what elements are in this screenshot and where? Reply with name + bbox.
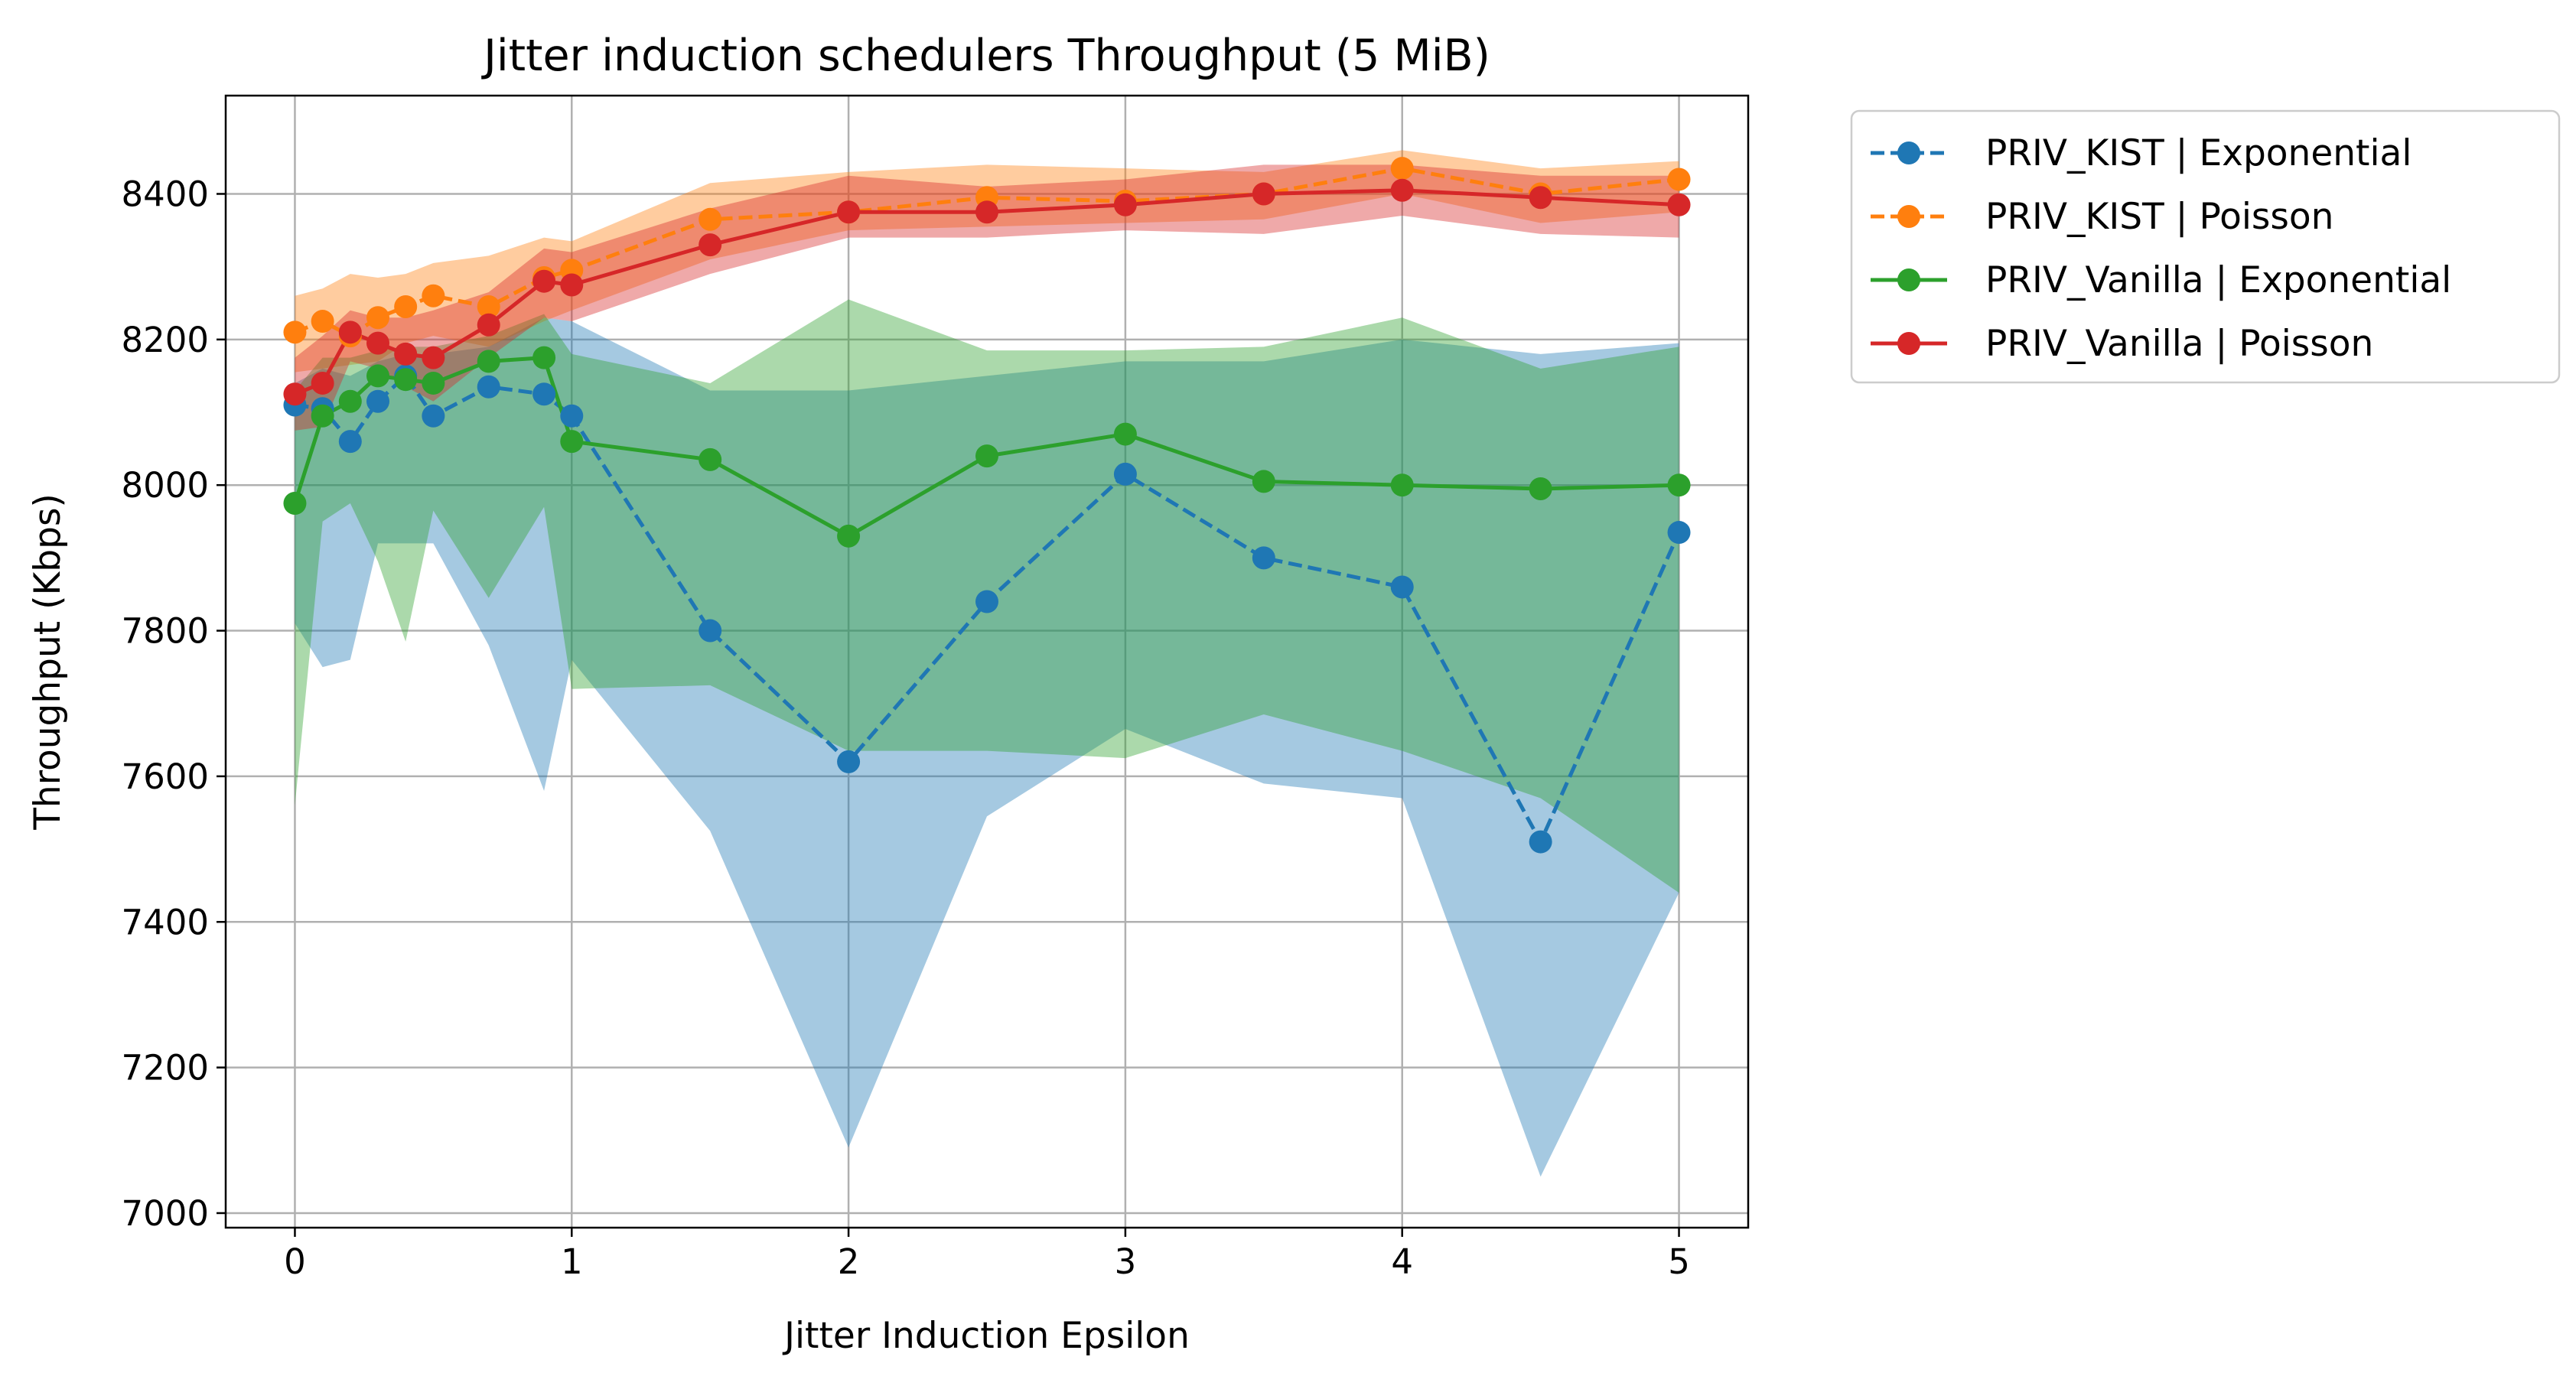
y-axis-label: Throughput (Kbps) <box>27 493 69 831</box>
x-axis-label: Jitter Induction Epsilon <box>782 1315 1190 1357</box>
priv-vanilla-exponential-point <box>283 491 307 515</box>
y-tick-label: 8400 <box>121 174 209 214</box>
priv-kist-exponential-point <box>1113 462 1137 486</box>
legend-label-priv-kist-poisson: PRIV_KIST | Poisson <box>1985 196 2333 238</box>
priv-kist-poisson-point <box>477 295 500 319</box>
priv-vanilla-exponential-point <box>837 524 861 548</box>
priv-vanilla-exponential-point <box>1252 470 1275 493</box>
priv-kist-exponential-point <box>532 382 556 406</box>
priv-vanilla-poisson-band <box>295 164 1679 431</box>
x-tick-label: 1 <box>561 1241 583 1282</box>
legend: PRIV_KIST | Exponential PRIV_KIST | Poiss… <box>1850 109 2561 384</box>
y-tick-label: 7200 <box>121 1048 209 1088</box>
priv-vanilla-exponential-point <box>338 389 362 413</box>
priv-vanilla-exponential-point <box>1390 473 1414 497</box>
priv-vanilla-poisson-point <box>837 200 861 224</box>
priv-kist-poisson-point <box>311 310 334 333</box>
priv-vanilla-poisson-point <box>1390 178 1414 202</box>
legend-label-priv-vanilla-exponential: PRIV_Vanilla | Exponential <box>1985 259 2451 301</box>
priv-kist-poisson-band <box>295 150 1679 373</box>
priv-vanilla-poisson-point <box>477 313 500 337</box>
priv-kist-exponential-point <box>975 590 998 613</box>
priv-kist-poisson-point <box>283 320 307 344</box>
priv-vanilla-exponential-point <box>1667 473 1691 497</box>
priv-kist-exponential-point <box>422 404 445 428</box>
priv-kist-exponential-point <box>477 375 500 399</box>
priv-kist-exponential-point <box>338 430 362 454</box>
priv-vanilla-exponential-point <box>477 350 500 373</box>
legend-label-priv-kist-exponential: PRIV_KIST | Exponential <box>1985 132 2412 174</box>
y-tick-label: 8000 <box>121 465 209 506</box>
confidence-bands <box>295 150 1679 1177</box>
x-tick-label: 2 <box>838 1241 860 1282</box>
y-tick-label: 7400 <box>121 902 209 942</box>
priv-vanilla-poisson-point <box>975 200 998 224</box>
priv-kist-exponential-point <box>1390 575 1414 599</box>
priv-vanilla-exponential-point <box>422 371 445 395</box>
priv-vanilla-exponential-point <box>532 346 556 369</box>
priv-vanilla-poisson-point <box>366 331 389 355</box>
plot-frame <box>224 94 1750 1229</box>
priv-vanilla-exponential-point <box>311 404 334 428</box>
priv-kist-poisson-point <box>1390 157 1414 181</box>
priv-vanilla-poisson-point <box>1252 182 1275 206</box>
legend-label-priv-vanilla-poisson: PRIV_Vanilla | Poisson <box>1985 323 2373 365</box>
priv-kist-poisson-point <box>394 295 418 319</box>
priv-vanilla-poisson-point <box>532 269 556 293</box>
priv-vanilla-exponential-point <box>1529 477 1552 500</box>
priv-kist-exponential-band <box>295 317 1679 1177</box>
priv-kist-exponential-point <box>1667 521 1691 545</box>
priv-vanilla-poisson-point <box>422 346 445 369</box>
priv-vanilla-exponential-point <box>699 447 722 471</box>
priv-kist-exponential-point <box>1529 830 1552 854</box>
priv-kist-exponential-point <box>1252 546 1275 570</box>
priv-vanilla-poisson-point <box>1113 193 1137 216</box>
priv-vanilla-poisson-point <box>338 320 362 344</box>
priv-kist-exponential-point <box>560 404 584 428</box>
priv-vanilla-poisson-point <box>1529 186 1552 210</box>
x-tick-label: 5 <box>1668 1241 1690 1282</box>
legend-marker-priv-vanilla-poisson <box>1897 332 1920 355</box>
x-tick-label: 0 <box>284 1241 306 1282</box>
priv-vanilla-exponential-point <box>394 368 418 392</box>
priv-kist-poisson-point <box>1667 168 1691 191</box>
chart-title: Jitter induction schedulers Throughput (… <box>481 31 1490 81</box>
priv-vanilla-poisson-point <box>283 382 307 406</box>
x-tick-label: 4 <box>1391 1241 1413 1282</box>
priv-vanilla-exponential-point <box>975 444 998 468</box>
priv-vanilla-exponential-point <box>560 430 584 454</box>
y-tick-label: 7800 <box>121 611 209 652</box>
priv-vanilla-exponential-point <box>1113 422 1137 446</box>
priv-kist-poisson-point <box>366 306 389 330</box>
y-tick-label: 7600 <box>121 756 209 797</box>
priv-vanilla-poisson-point <box>394 342 418 366</box>
y-tick-label: 8200 <box>121 320 209 360</box>
priv-kist-exponential-point <box>837 750 861 773</box>
priv-vanilla-poisson-point <box>699 233 722 257</box>
y-tick-label: 7000 <box>121 1193 209 1234</box>
priv-kist-poisson-point <box>699 207 722 231</box>
priv-kist-exponential-point <box>699 619 722 643</box>
priv-vanilla-poisson-point <box>1667 193 1691 216</box>
priv-vanilla-poisson-point <box>560 273 584 297</box>
priv-kist-poisson-point <box>422 284 445 307</box>
legend-box <box>1850 109 2561 384</box>
axis-ticks: 0 1 2 3 4 5 7000 7200 7400 7600 7800 8000 8200 8400 <box>121 174 1689 1282</box>
priv-kist-exponential-point <box>366 389 389 413</box>
x-tick-label: 3 <box>1115 1241 1137 1282</box>
legend-marker-priv-kist-poisson <box>1897 205 1920 228</box>
legend-marker-priv-kist-exponential <box>1897 142 1920 164</box>
legend-marker-priv-vanilla-exponential <box>1897 268 1920 291</box>
priv-vanilla-poisson-point <box>311 371 334 395</box>
priv-vanilla-exponential-point <box>366 364 389 388</box>
series-markers <box>283 157 1691 854</box>
